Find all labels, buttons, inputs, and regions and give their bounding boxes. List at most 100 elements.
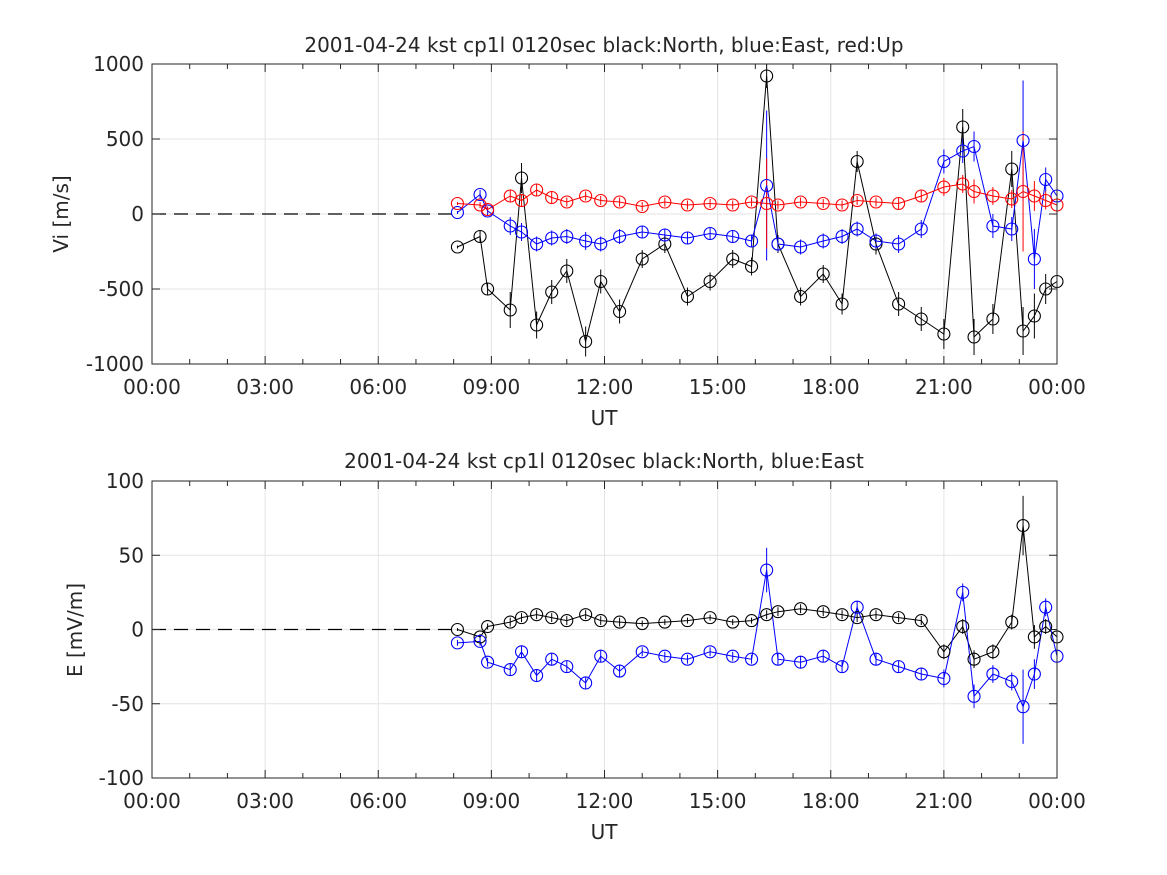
efield-series-0-point-25 — [914, 614, 928, 628]
efield-series-1-point-17 — [760, 563, 774, 577]
efield-series-0-point-32 — [1027, 630, 1041, 644]
efield-title: 2001-04-24 kst cp1l 0120sec black:North,… — [344, 449, 864, 473]
efield-series-0-point-28 — [967, 652, 981, 666]
velocity-series-1-point-32 — [1027, 252, 1041, 266]
velocity-series-0-point-16 — [745, 259, 759, 274]
velocity-series-0-point-8 — [579, 334, 593, 349]
efield-series-1-point-24 — [892, 660, 906, 674]
efield-series-1-point-2 — [481, 655, 495, 669]
efield-series-1-point-23 — [869, 652, 883, 666]
efield-series-1-point-16 — [745, 652, 759, 666]
velocity-series-1-point-14 — [703, 226, 717, 241]
efield-xtick-label-6: 18:00 — [802, 789, 860, 813]
velocity-series-1-point-1 — [473, 187, 487, 202]
velocity-series-2-point-24 — [892, 196, 906, 211]
efield-xtick-label-7: 21:00 — [915, 789, 973, 813]
efield-series-0-point-26 — [937, 645, 951, 659]
velocity-series-1-point-7 — [560, 229, 574, 244]
velocity-series-2-point-13 — [680, 198, 695, 212]
efield-series-1-point-3 — [503, 663, 517, 677]
efield-series-0-point-21 — [835, 608, 849, 622]
velocity-panel: 2001-04-24 kst cp1l 0120sec black:North,… — [49, 33, 1086, 430]
efield-series-0-point-3 — [503, 615, 517, 629]
efield-series-1-point-26 — [937, 671, 951, 686]
velocity-series-1-point-12 — [658, 228, 672, 242]
velocity-series-2-point-23 — [869, 195, 883, 209]
efield-series-0-point-11 — [635, 617, 649, 631]
velocity-series-1-point-8 — [579, 234, 593, 248]
efield-series-0-point-7 — [560, 614, 574, 628]
velocity-ticks — [151, 63, 1058, 365]
efield-series-0-point-2 — [481, 619, 495, 634]
velocity-series-2-point-2 — [481, 202, 495, 217]
efield-series-1-point-8 — [579, 676, 593, 690]
efield-series-1-point-10 — [613, 664, 627, 678]
efield-series-1-point-27 — [956, 585, 970, 599]
velocity-xtick-label-3: 09:00 — [463, 375, 521, 399]
velocity-series-1-point-9 — [594, 237, 608, 251]
velocity-series-2-point-27 — [956, 177, 970, 191]
efield-series-0-point-14 — [703, 611, 717, 625]
efield-ytick-label-0: -100 — [99, 766, 144, 790]
velocity-xtick-label-6: 18:00 — [802, 375, 860, 399]
velocity-series-1-line — [457, 140, 1058, 260]
efield-xtick-label-2: 06:00 — [349, 789, 407, 813]
efield-gridlines — [151, 480, 1058, 779]
efield-series-0-point-9 — [594, 614, 608, 628]
efield-series-1-point-28 — [967, 689, 981, 703]
efield-series-1-point-15 — [726, 649, 740, 663]
velocity-series-1-point-31 — [1016, 133, 1030, 148]
velocity-series-0-point-7 — [560, 264, 574, 278]
velocity-series-2-point-0 — [450, 196, 464, 211]
efield-series-0-point-24 — [892, 611, 906, 625]
velocity-series-1-point-30 — [1005, 222, 1019, 236]
velocity-series-2-point-15 — [726, 198, 740, 212]
velocity-series-0-point-25 — [914, 312, 928, 326]
velocity-series-0-point-14 — [703, 274, 717, 289]
efield-series-0-point-30 — [1005, 615, 1019, 629]
velocity-series-0-point-12 — [658, 237, 672, 251]
efield-series-1-point-29 — [986, 667, 1000, 681]
velocity-xtick-label-2: 06:00 — [349, 375, 407, 399]
velocity-ytick-label-3: 500 — [106, 127, 144, 151]
efield-series-1-point-6 — [545, 652, 559, 666]
velocity-series-2-point-19 — [794, 195, 808, 209]
velocity-series-2-point-25 — [914, 189, 928, 203]
efield-panel: 2001-04-24 kst cp1l 0120sec black:North,… — [63, 449, 1086, 844]
velocity-series-0-point-17 — [760, 69, 774, 83]
velocity-xtick-label-8: 00:00 — [1028, 375, 1086, 399]
velocity-series-1-point-16 — [745, 234, 759, 248]
efield-series-0-point-22 — [850, 611, 864, 625]
velocity-series-1-point-5 — [530, 237, 544, 251]
efield-xtick-label-1: 03:00 — [236, 789, 294, 813]
velocity-series-2-point-22 — [850, 193, 864, 208]
efield-series-0-point-12 — [658, 615, 672, 629]
velocity-xlabel: UT — [591, 406, 619, 430]
efield-ytick-label-4: 100 — [106, 469, 144, 493]
efield-series-lines — [457, 525, 1058, 709]
efield-series-1-line — [457, 570, 1058, 709]
efield-series-1-point-25 — [914, 667, 928, 681]
velocity-series-1-point-26 — [937, 154, 951, 169]
velocity-series-2-point-6 — [545, 190, 559, 205]
velocity-series-1-point-21 — [835, 229, 849, 244]
velocity-series-1-point-0 — [450, 205, 464, 220]
efield-series-1-point-4 — [514, 645, 529, 659]
velocity-series-1-point-29 — [986, 219, 1000, 233]
efield-series-1-point-22 — [850, 600, 864, 614]
velocity-series-2-point-16 — [745, 195, 759, 209]
velocity-ylabel: Vi [m/s] — [49, 175, 73, 252]
efield-series-0-point-4 — [514, 611, 529, 625]
velocity-title: 2001-04-24 kst cp1l 0120sec black:North,… — [304, 33, 903, 57]
efield-ytick-label-1: -50 — [111, 692, 144, 716]
efield-xlabel: UT — [591, 820, 619, 844]
velocity-series-2-point-11 — [635, 199, 649, 214]
velocity-series-2-point-32 — [1027, 189, 1041, 203]
velocity-series-2-point-21 — [835, 198, 849, 212]
velocity-ytick-label-0: -1000 — [86, 352, 144, 376]
efield-series-1-point-5 — [530, 668, 544, 683]
efield-xtick-label-4: 12:00 — [576, 789, 634, 813]
velocity-series-1-point-33 — [1039, 172, 1053, 187]
velocity-xtick-label-1: 03:00 — [236, 375, 294, 399]
efield-series-1-point-9 — [594, 649, 608, 663]
